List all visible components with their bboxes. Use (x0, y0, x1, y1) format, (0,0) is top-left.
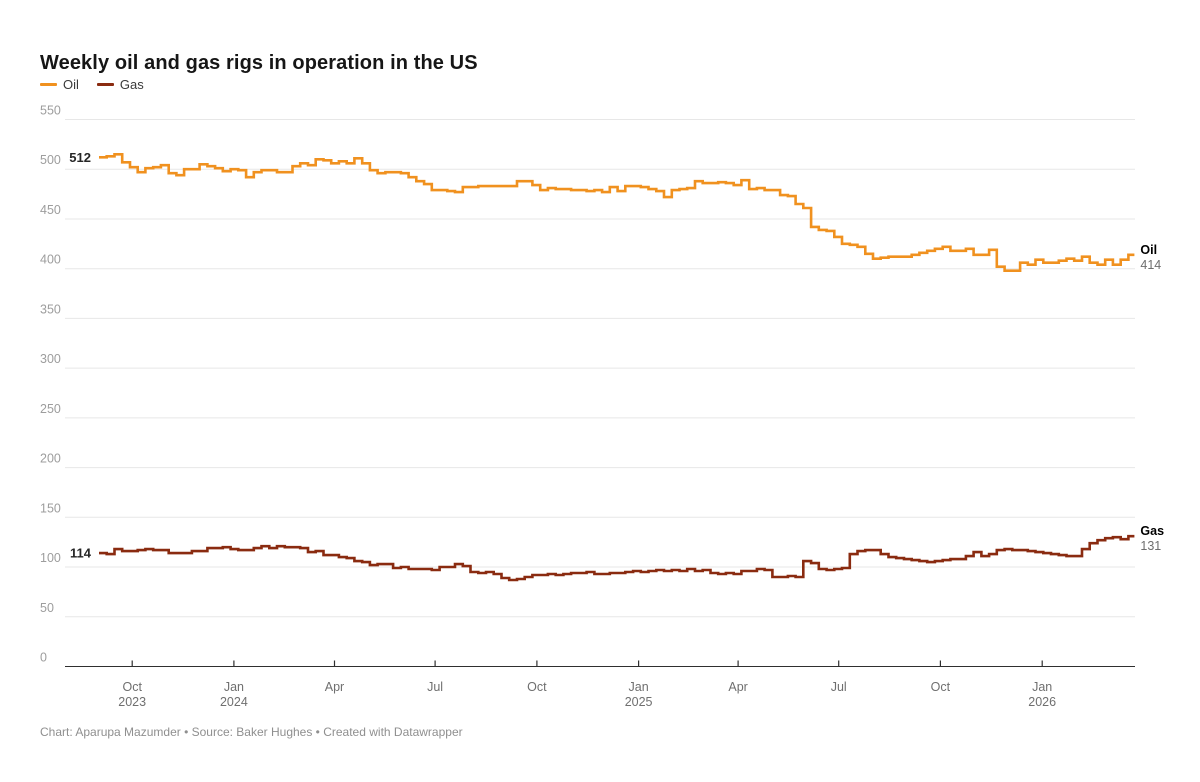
x-axis-month-label: Apr (325, 680, 344, 694)
y-axis-label: 50 (40, 601, 54, 615)
y-axis-label: 200 (40, 452, 61, 466)
y-axis-label: 250 (40, 402, 61, 416)
y-axis-label: 0 (40, 651, 47, 665)
gas-end-value-label: 131 (1140, 539, 1161, 553)
x-axis-month-label: Jan (629, 680, 649, 694)
chart-title: Weekly oil and gas rigs in operation in … (40, 52, 478, 75)
oil-start-value-label: 512 (69, 150, 91, 165)
x-axis-month-label: Oct (931, 680, 951, 694)
chart-credit: Chart: Aparupa Mazumder • Source: Baker … (40, 725, 463, 739)
gas-line (99, 534, 1135, 582)
y-axis-label: 550 (40, 104, 61, 118)
legend: Oil Gas (40, 77, 144, 92)
x-axis-year-label: 2026 (1028, 695, 1056, 709)
x-axis-year-label: 2025 (625, 695, 653, 709)
oil-end-name-label: Oil (1140, 243, 1157, 257)
x-axis-month-label: Jan (1032, 680, 1052, 694)
x-axis-month-label: Jul (427, 680, 443, 694)
x-axis-month-label: Jul (831, 680, 847, 694)
y-axis-label: 450 (40, 203, 61, 217)
oil-color-swatch (40, 83, 57, 86)
gas-start-value-label: 114 (70, 546, 92, 561)
x-axis-month-label: Jan (224, 680, 244, 694)
y-axis-label: 500 (40, 153, 61, 167)
legend-label-oil: Oil (63, 77, 79, 92)
x-axis-month-label: Apr (728, 680, 747, 694)
gas-end-name-label: Gas (1140, 524, 1164, 538)
gas-color-swatch (96, 83, 114, 86)
legend-item-oil: Oil (40, 77, 79, 92)
y-axis-label: 100 (40, 551, 61, 565)
y-axis-label: 300 (40, 352, 61, 366)
legend-label-gas: Gas (119, 77, 144, 92)
x-axis-month-label: Oct (527, 680, 547, 694)
legend-item-gas: Gas (96, 77, 144, 92)
y-axis-label: 350 (40, 302, 61, 316)
x-axis-year-label: 2023 (118, 695, 146, 709)
x-axis-year-label: 2024 (220, 695, 248, 709)
oil-line (99, 153, 1135, 272)
oil-end-value-label: 414 (1140, 258, 1161, 272)
y-axis-label: 400 (40, 253, 61, 267)
y-axis-label: 150 (40, 501, 61, 515)
x-axis-month-label: Oct (122, 680, 142, 694)
